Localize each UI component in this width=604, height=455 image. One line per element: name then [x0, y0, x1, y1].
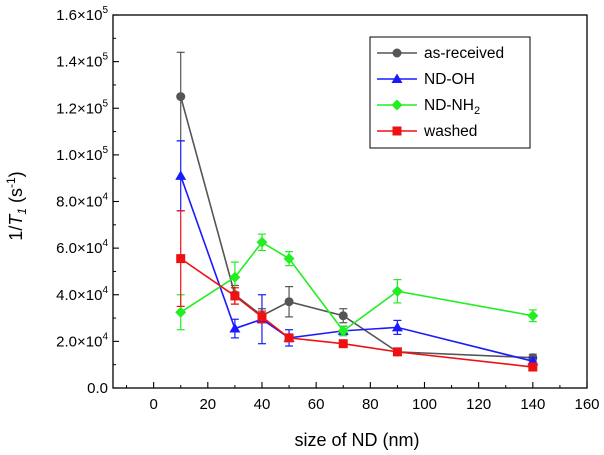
legend-label: as-received — [424, 45, 504, 62]
data-point — [392, 347, 402, 357]
x-tick-label: 60 — [308, 396, 325, 413]
y-tick-label: 4.0×104 — [56, 285, 108, 304]
series-line — [180, 241, 533, 332]
legend-label: ND-OH — [424, 71, 475, 88]
data-point — [283, 253, 295, 265]
series-washed — [176, 210, 538, 372]
series-line — [179, 175, 534, 362]
x-tick-label: 20 — [199, 396, 216, 413]
data-point — [175, 306, 187, 318]
x-tick-label: 160 — [574, 396, 599, 413]
y-axis-title: 1/T1 (s-1) — [4, 171, 29, 240]
y-tick-label: 2.0×104 — [56, 331, 108, 350]
x-tick-label: 100 — [412, 396, 437, 413]
legend-label: ND-NH2 — [424, 97, 480, 117]
y-tick-label: 8.0×104 — [56, 192, 108, 211]
legend-entry-as-received: as-received — [377, 45, 504, 62]
legend-entry-nd-nh2: ND-NH2 — [377, 97, 480, 117]
y-tick-label: 1.4×105 — [56, 52, 108, 71]
x-tick-label: 140 — [520, 396, 545, 413]
y-tick-label: 6.0×104 — [56, 238, 108, 257]
data-point — [176, 92, 186, 102]
data-point — [338, 339, 348, 349]
data-point — [338, 311, 348, 321]
x-tick-label: 120 — [466, 396, 491, 413]
data-point — [284, 297, 294, 307]
data-point — [230, 291, 240, 301]
data-point — [229, 323, 241, 333]
y-tick-label: 1.0×105 — [56, 145, 108, 164]
y-tick-label: 1.6×105 — [56, 5, 108, 24]
legend-entry-washed: washed — [377, 123, 477, 140]
x-axis-title: size of ND (nm) — [294, 430, 419, 450]
data-point — [527, 310, 539, 322]
series-nd-oh — [175, 140, 539, 366]
data-point — [229, 271, 241, 283]
data-point — [284, 333, 294, 343]
x-tick-label: 40 — [254, 396, 271, 413]
y-tick-label: 1.2×105 — [56, 98, 108, 117]
y-tick-label: 0.0 — [87, 380, 108, 397]
data-point — [337, 325, 349, 337]
data-point — [256, 236, 268, 248]
legend: as-received ND-OH ND-NH2 washed — [369, 36, 531, 149]
x-tick-label: 0 — [149, 396, 157, 413]
data-point — [176, 254, 186, 264]
data-point — [391, 321, 403, 332]
data-point — [175, 170, 187, 180]
data-point — [257, 312, 267, 322]
legend-entry-nd-oh: ND-OH — [377, 71, 475, 88]
legend-label: washed — [423, 123, 477, 140]
data-point — [391, 285, 403, 297]
data-point — [528, 362, 538, 372]
series-nd-nh2 — [175, 233, 539, 337]
x-tick-label: 80 — [362, 396, 379, 413]
